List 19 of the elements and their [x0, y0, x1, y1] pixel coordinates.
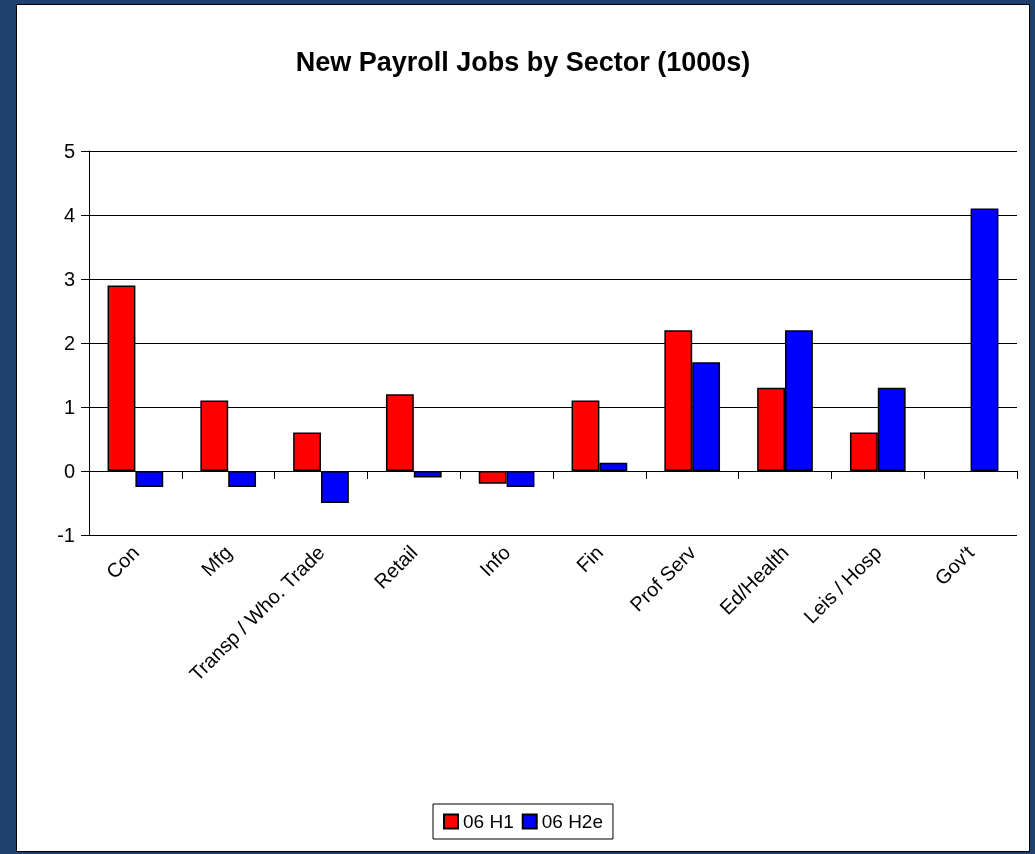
- x-tick-label: Info: [475, 541, 515, 581]
- y-tick-label: 2: [63, 332, 75, 354]
- legend-label: 06 H1: [463, 811, 514, 832]
- y-tick-label: 5: [63, 140, 75, 162]
- bar: [321, 471, 349, 503]
- bar: [413, 471, 442, 478]
- legend-label: 06 H2e: [541, 811, 603, 832]
- y-tick-label: 3: [63, 268, 75, 290]
- y-tick-label: 4: [63, 204, 75, 226]
- x-tick-label: Mfg: [196, 541, 236, 581]
- bar: [135, 471, 164, 487]
- y-tick-label: -1: [57, 524, 75, 546]
- bar: [228, 471, 257, 487]
- chart-title: New Payroll Jobs by Sector (1000s): [295, 46, 751, 77]
- bar: [293, 432, 321, 471]
- x-tick-label: Con: [101, 541, 144, 583]
- y-tick-label: 0: [63, 460, 75, 482]
- x-tick-label: Fin: [571, 541, 608, 577]
- y-tick-label: 1: [63, 396, 75, 418]
